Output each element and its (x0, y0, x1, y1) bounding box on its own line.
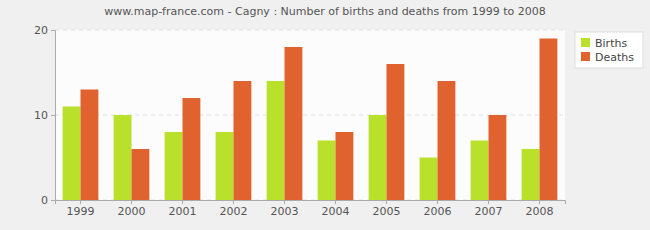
tick-label: 10 (34, 109, 48, 122)
bar (285, 47, 303, 200)
tick-label: 2002 (220, 205, 248, 218)
x-axis: 1999 2000 2001 2002 2003 2004 2005 2006 2007 2008 (56, 200, 566, 218)
bar (471, 141, 489, 201)
tick-label: 2001 (169, 205, 197, 218)
background (0, 0, 650, 230)
legend-label: Births (595, 37, 627, 50)
bar (420, 158, 438, 201)
tick: 2001 (169, 200, 197, 218)
tick: 2006 (424, 200, 452, 218)
legend-label: Deaths (595, 51, 634, 64)
legend-box (575, 32, 643, 68)
y-axis-line (51, 31, 56, 201)
tick-mark (51, 30, 55, 31)
grid-line (55, 30, 565, 31)
tick-label: 2007 (475, 205, 503, 218)
plot-area (55, 30, 565, 200)
tick: 0 (41, 194, 55, 207)
bar (63, 107, 81, 201)
tick-label: 20 (34, 24, 48, 37)
tick: 2003 (271, 200, 299, 218)
bar (165, 132, 183, 200)
bar (336, 132, 354, 200)
bar (387, 64, 405, 200)
bar (489, 115, 507, 200)
tick-label: 2008 (526, 205, 554, 218)
tick-mark (539, 200, 540, 204)
bar (267, 81, 285, 200)
tick-label: 2003 (271, 205, 299, 218)
legend-entry: Deaths (581, 51, 634, 64)
bar (318, 141, 336, 201)
tick-mark (182, 200, 183, 204)
bar (522, 149, 540, 200)
tick: 2002 (220, 200, 248, 218)
bar (183, 98, 201, 200)
tick: 2008 (526, 200, 554, 218)
bar (234, 81, 252, 200)
bar (438, 81, 456, 200)
legend-swatch (581, 52, 590, 61)
bar (216, 132, 234, 200)
bar (132, 149, 150, 200)
bar (81, 90, 99, 201)
tick: 2005 (373, 200, 401, 218)
tick-mark (488, 200, 489, 204)
tick: 1999 (67, 200, 95, 218)
tick: 20 (34, 24, 55, 37)
tick-mark (80, 200, 81, 204)
bar (114, 115, 132, 200)
tick-mark (335, 200, 336, 204)
tick-label: 1999 (67, 205, 95, 218)
grid (55, 30, 565, 200)
legend: BirthsDeaths (575, 32, 643, 68)
tick-label: 2006 (424, 205, 452, 218)
tick: 2007 (475, 200, 503, 218)
bar (369, 115, 387, 200)
tick-mark (233, 200, 234, 204)
plot: 0 10 20 1999 2000 2001 2002 2003 2004 2005 2006 200… (34, 24, 566, 218)
tick: 2004 (322, 200, 350, 218)
x-axis-line (56, 201, 566, 205)
legend-entry: Births (581, 37, 627, 50)
tick-mark (51, 200, 55, 201)
tick-label: 0 (41, 194, 48, 207)
y-axis: 0 10 20 (34, 24, 56, 207)
tick: 10 (34, 109, 55, 122)
tick: 2000 (118, 200, 146, 218)
tick-mark (437, 200, 438, 204)
tick-label: 2004 (322, 205, 350, 218)
tick-mark (284, 200, 285, 204)
chart: www.map-france.com - Cagny : Number of b… (0, 0, 650, 230)
tick-mark (386, 200, 387, 204)
tick-label: 2000 (118, 205, 146, 218)
tick-mark (131, 200, 132, 204)
tick-label: 2005 (373, 205, 401, 218)
series (81, 39, 558, 201)
legend-swatch (581, 38, 590, 47)
title: www.map-france.com - Cagny : Number of b… (104, 5, 546, 18)
tick-mark (51, 115, 55, 116)
bars (63, 39, 558, 201)
bar (540, 39, 558, 201)
